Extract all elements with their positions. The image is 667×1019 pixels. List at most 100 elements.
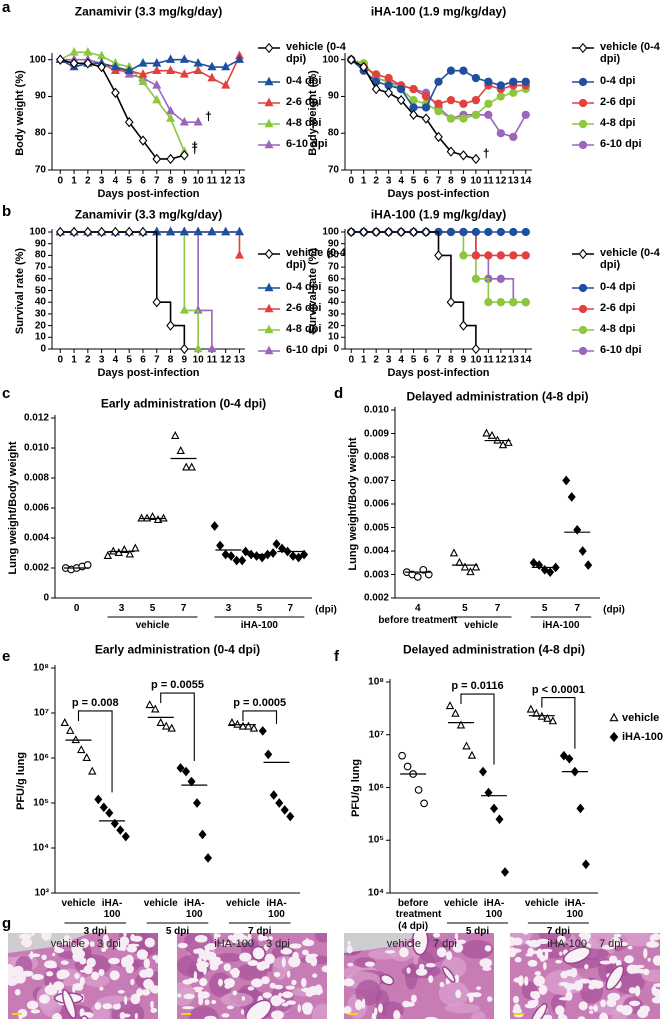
- data-point: [249, 723, 259, 732]
- image-label: 7 dpi: [433, 937, 457, 950]
- data-point: [496, 92, 505, 101]
- alveolus: [618, 941, 629, 946]
- y-tick-label: 40: [327, 296, 339, 308]
- alveolus: [79, 938, 90, 948]
- alveolus: [256, 961, 267, 971]
- alveolus: [344, 1008, 351, 1014]
- x-tick-label: iHA-100: [564, 898, 586, 920]
- legend-label: 2-6 dpi: [286, 96, 322, 108]
- legend-label: 6-10 dpi: [600, 138, 642, 150]
- y-tick-label: 0.009: [363, 428, 389, 439]
- alveolus: [117, 1003, 121, 1009]
- data-point: [55, 54, 65, 65]
- alveolus: [511, 937, 523, 946]
- x-tick-label: 8: [167, 354, 174, 366]
- data-point: [455, 557, 464, 566]
- data-point: [459, 251, 468, 260]
- alveolus: [281, 1002, 289, 1007]
- tissue-patch: [216, 952, 243, 963]
- y-tick-label: 50: [34, 285, 46, 296]
- data-point: [384, 226, 393, 238]
- alveolus: [479, 958, 493, 968]
- significance-bracket: [160, 692, 195, 761]
- alveolus: [123, 933, 127, 938]
- alveolus: [209, 958, 221, 967]
- legend-label: 0-4 dpi: [286, 75, 322, 87]
- chart-title: iHA-100 (1.9 mg/kg/day): [370, 207, 507, 222]
- alveolus: [204, 999, 210, 1006]
- x-tick-label: iHA-100: [101, 898, 123, 920]
- legend-marker: [264, 303, 274, 313]
- alveolus: [512, 995, 520, 1004]
- x-tick-label: 7: [180, 603, 187, 614]
- airway: [605, 965, 625, 991]
- y-tick-label: 10⁸: [33, 662, 49, 674]
- data-point: [162, 721, 171, 730]
- x-tick-label: vehicle: [444, 898, 478, 909]
- alveolus: [44, 984, 58, 996]
- data-point: [521, 251, 530, 260]
- alveolus: [274, 984, 284, 990]
- alveolus: [524, 976, 529, 986]
- x-tick-label: 3: [225, 603, 232, 614]
- data-point: [509, 77, 518, 86]
- data-point: [496, 129, 505, 138]
- alveolus: [300, 977, 307, 988]
- x-tick-label: 8: [167, 175, 174, 187]
- data-point: [142, 513, 152, 522]
- alveolus: [144, 937, 156, 948]
- y-tick-label: 10³: [34, 887, 49, 899]
- alveolus: [109, 970, 120, 981]
- alveolus: [130, 978, 135, 986]
- alveolus: [136, 988, 143, 997]
- alveolus: [79, 1008, 85, 1018]
- data-point: [176, 763, 185, 773]
- alveolus: [86, 957, 96, 968]
- legend-marker: [609, 712, 619, 722]
- data-point: [111, 87, 120, 98]
- alveolus: [103, 941, 109, 950]
- group-label: iHA-100: [542, 620, 580, 631]
- data-point: [471, 110, 481, 119]
- y-tick-label: 20: [327, 320, 339, 332]
- annotation: †: [482, 146, 490, 161]
- x-tick-label: 3: [98, 175, 105, 187]
- data-point: [462, 741, 471, 750]
- alveolus: [628, 987, 636, 994]
- alveolus: [247, 986, 255, 991]
- data-point: [421, 226, 431, 238]
- alveolus: [250, 978, 263, 988]
- alveolus: [555, 1005, 565, 1016]
- group-label: vehicle: [464, 620, 499, 631]
- data-point: [138, 135, 148, 146]
- data-point: [207, 61, 217, 71]
- data-point: [548, 716, 558, 725]
- data-point: [420, 799, 428, 808]
- data-point: [166, 54, 176, 63]
- data-point: [451, 708, 460, 717]
- y-tick-label: 80: [327, 127, 339, 139]
- data-point: [207, 72, 217, 82]
- alveolus: [315, 988, 324, 995]
- micrograph: [8, 933, 158, 1019]
- alveolus: [204, 1015, 217, 1019]
- data-point: [521, 110, 530, 119]
- data-point: [166, 226, 176, 236]
- data-point: [94, 794, 103, 805]
- data-point: [193, 226, 203, 236]
- data-point: [445, 701, 455, 710]
- alveolus: [286, 1000, 297, 1005]
- legend-label: 6-10 dpi: [286, 138, 328, 150]
- alveolus: [527, 939, 541, 948]
- group-label: (4 dpi): [398, 921, 429, 932]
- data-point: [471, 153, 481, 165]
- alveolus: [235, 936, 245, 942]
- data-point: [187, 462, 196, 471]
- data-point: [414, 786, 423, 794]
- alveolus: [194, 935, 208, 943]
- alveolus: [573, 980, 583, 991]
- p-value: p = 0.0116: [451, 680, 504, 692]
- alveolus: [285, 985, 296, 990]
- alveolus: [301, 1002, 313, 1014]
- alveolus: [247, 960, 259, 966]
